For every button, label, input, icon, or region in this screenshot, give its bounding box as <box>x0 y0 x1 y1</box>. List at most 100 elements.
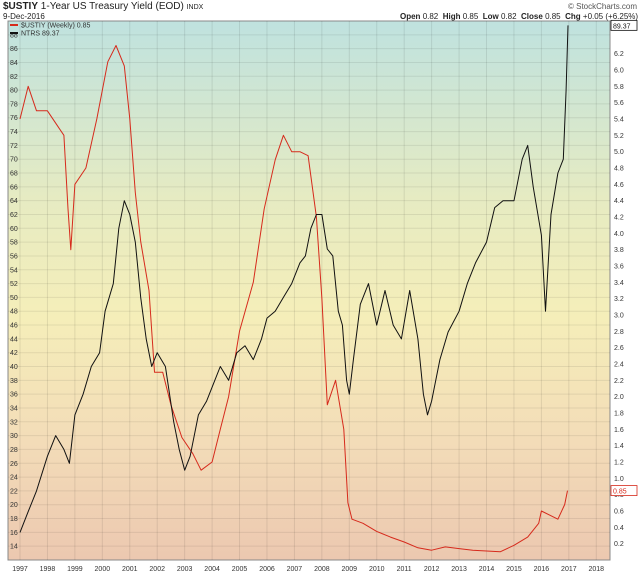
low-label: Low <box>482 12 499 21</box>
left-tick-label: 56 <box>10 253 18 260</box>
left-tick-label: 84 <box>10 60 18 67</box>
left-tick-label: 50 <box>10 295 18 302</box>
right-tick-label: 2.2 <box>614 378 624 385</box>
left-tick-label: 38 <box>10 378 18 385</box>
right-tick-label: 5.8 <box>614 84 624 91</box>
exchange: INDX <box>186 4 204 11</box>
right-tick-label: 4.0 <box>614 231 624 238</box>
left-tick-label: 20 <box>10 502 18 509</box>
left-tick-label: 40 <box>10 364 18 371</box>
brand-logo: © StockCharts.com <box>568 2 638 11</box>
right-tick-label: 4.8 <box>614 166 624 173</box>
x-tick-label: 2015 <box>506 566 522 573</box>
x-axis: 1997 1998 1999 2000 2001 2002 2003 2004 2005 2006… <box>12 566 604 573</box>
high-value: 0.85 <box>462 12 479 21</box>
right-tick-label: 5.0 <box>614 149 624 156</box>
right-tick-label: 1.8 <box>614 411 624 418</box>
series-layer: 0.85 89.37 <box>19 19 638 553</box>
left-tick-label: 18 <box>10 516 18 523</box>
x-tick-label: 2013 <box>451 566 467 573</box>
series-line <box>19 45 568 553</box>
chart-title: $USTIY 1-Year US Treasury Yield (EOD) IN… <box>3 1 203 12</box>
left-tick-label: 70 <box>10 157 18 164</box>
x-tick-label: 1999 <box>67 566 83 573</box>
right-tick-label: 2.0 <box>614 394 624 401</box>
x-tick-label: 2000 <box>95 566 111 573</box>
series-line <box>19 25 569 533</box>
x-tick-label: 1997 <box>12 566 28 573</box>
left-tick-label: 14 <box>10 544 18 551</box>
right-tick-label: 1.2 <box>614 460 624 467</box>
low-value: 0.82 <box>501 12 517 21</box>
left-tick-label: 64 <box>10 198 18 205</box>
x-tick-label: 2014 <box>479 566 495 573</box>
right-tick-label: 4.6 <box>614 182 624 189</box>
last-value-box <box>610 19 638 31</box>
right-tick-label: 0.4 <box>614 525 624 532</box>
x-tick-label: 2016 <box>534 566 550 573</box>
last-value-label: 0.85 <box>613 489 627 496</box>
x-tick-label: 2009 <box>342 566 358 573</box>
right-tick-label: 4.4 <box>614 198 624 205</box>
left-tick-label: 36 <box>10 392 18 399</box>
x-tick-label: 2003 <box>177 566 193 573</box>
left-tick-label: 46 <box>10 323 18 330</box>
gridlines <box>8 21 610 560</box>
left-tick-label: 48 <box>10 309 18 316</box>
left-tick-label: 86 <box>10 46 18 53</box>
right-tick-label: 2.4 <box>614 362 624 369</box>
left-tick-label: 22 <box>10 488 18 495</box>
right-tick-label: 6.2 <box>614 51 624 58</box>
legend-label: $USTIY (Weekly) 0.85 <box>21 23 90 30</box>
right-tick-label: 1.0 <box>614 476 624 483</box>
close-label: Close <box>521 12 543 21</box>
left-tick-label: 78 <box>10 101 18 108</box>
left-tick-label: 34 <box>10 405 18 412</box>
left-tick-label: 24 <box>10 475 18 482</box>
left-tick-label: 26 <box>10 461 18 468</box>
left-tick-label: 76 <box>10 115 18 122</box>
x-tick-label: 1998 <box>40 566 56 573</box>
right-tick-label: 1.6 <box>614 427 624 434</box>
right-tick-label: 3.8 <box>614 247 624 254</box>
last-value-label: 89.37 <box>613 23 631 30</box>
last-value-box <box>610 485 638 496</box>
left-tick-label: 80 <box>10 88 18 95</box>
x-tick-label: 2018 <box>588 566 604 573</box>
left-tick-label: 66 <box>10 184 18 191</box>
right-tick-label: 1.4 <box>614 443 624 450</box>
right-tick-label: 3.4 <box>614 280 624 287</box>
chg-label: Chg <box>565 12 581 21</box>
open-label: Open <box>400 12 421 21</box>
plot-area <box>7 20 611 561</box>
x-tick-label: 2017 <box>561 566 577 573</box>
left-tick-label: 54 <box>10 267 18 274</box>
x-tick-label: 2005 <box>232 566 248 573</box>
left-tick-label: 16 <box>10 530 18 537</box>
right-tick-label: 5.6 <box>614 100 624 107</box>
right-tick-label: 3.0 <box>614 313 624 320</box>
left-tick-label: 30 <box>10 433 18 440</box>
left-tick-label: 62 <box>10 212 18 219</box>
left-tick-label: 74 <box>10 129 18 136</box>
left-tick-label: 72 <box>10 143 18 150</box>
right-tick-label: 2.6 <box>614 345 624 352</box>
left-tick-label: 32 <box>10 419 18 426</box>
right-tick-label: 2.8 <box>614 329 624 336</box>
x-tick-label: 2010 <box>369 566 385 573</box>
close-value: 0.85 <box>545 12 561 21</box>
right-tick-label: 5.2 <box>614 133 624 140</box>
right-tick-label: 5.4 <box>614 117 624 124</box>
chg-value: +0.05 (+6.25%) <box>582 12 639 21</box>
left-tick-label: 28 <box>10 447 18 454</box>
right-tick-label: 3.2 <box>614 296 624 303</box>
left-tick-label: 82 <box>10 74 18 81</box>
symbol: $USTIY <box>3 1 39 12</box>
right-tick-label: 4.2 <box>614 215 624 222</box>
left-tick-label: 88 <box>10 32 18 39</box>
x-tick-label: 2006 <box>259 566 275 573</box>
left-tick-label: 68 <box>10 171 18 178</box>
x-tick-label: 2002 <box>149 566 165 573</box>
